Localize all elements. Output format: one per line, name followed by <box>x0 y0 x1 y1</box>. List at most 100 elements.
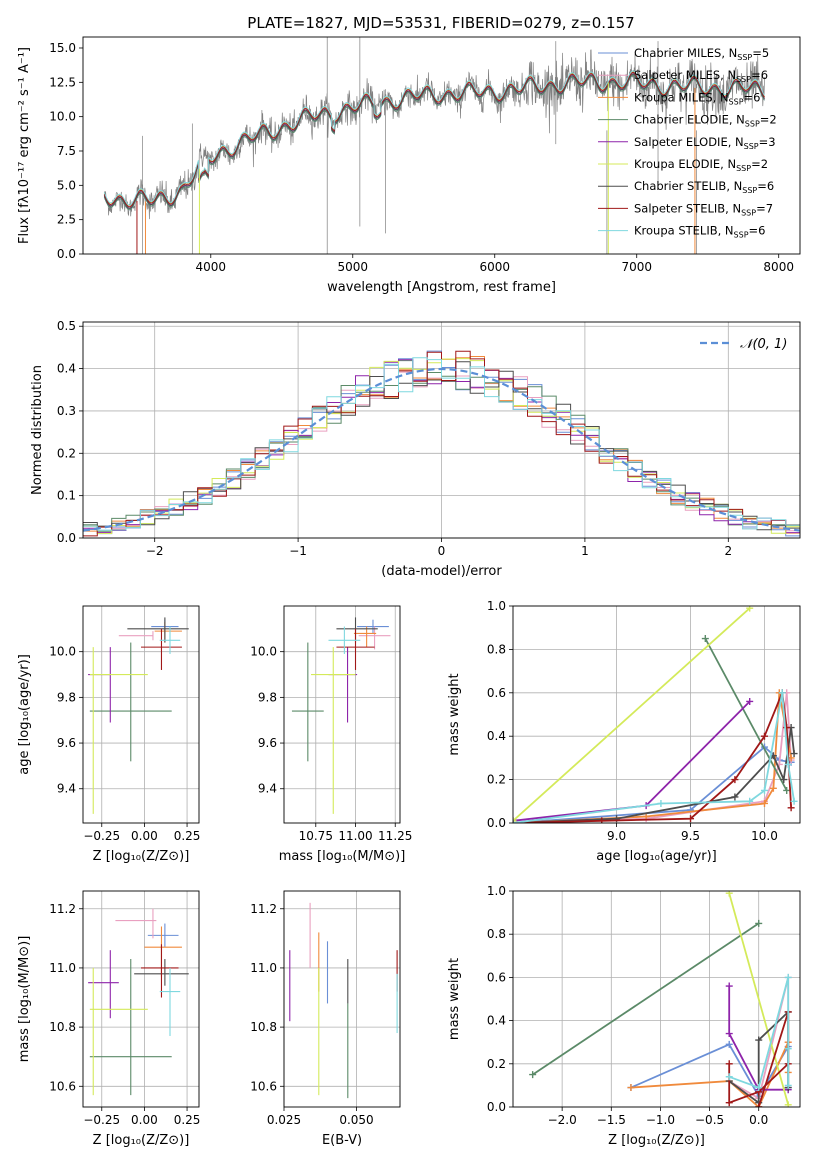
weight-marker-chabrier_elodie <box>529 1071 537 1079</box>
weight-marker-chabrier_stelib <box>755 1036 763 1044</box>
weight-marker-kroupa_miles <box>769 784 777 792</box>
x-tick-label: 9.5 <box>681 829 700 843</box>
spectrum-plot <box>103 37 765 254</box>
y-tick-label: 0.5 <box>57 319 76 333</box>
weight-marker-chabrier_elodie <box>755 919 763 927</box>
x-tick-label: 8000 <box>763 260 794 274</box>
weight_vs_age-axes: 9.0 9.5 10.0 0.0 0.2 0.4 0.6 0.8 1.0 age [log₁₀(a… <box>447 599 800 864</box>
weight-marker-kroupa_elodie <box>746 606 754 612</box>
x-tick-label: 7000 <box>621 260 652 274</box>
x-tick-label: 6000 <box>479 260 510 274</box>
y-axis-label: mass weight <box>447 673 462 755</box>
x-axis-label: mass [log₁₀(M/M⊙)] <box>279 849 406 864</box>
x-tick-label: −1.5 <box>597 1113 626 1127</box>
x-axis-label: Z [log₁₀(Z/Z⊙)] <box>93 849 190 864</box>
y-tick-label: 9.4 <box>258 782 277 796</box>
axes-frame <box>512 890 801 1108</box>
y-tick-label: 10.6 <box>49 1079 76 1093</box>
weight-marker-salpeter_stelib <box>725 1060 733 1068</box>
x-tick-label: 10.0 <box>751 829 778 843</box>
weight-marker-chabrier_elodie <box>783 786 791 794</box>
axes-frame <box>283 890 401 1108</box>
weight-marker-kroupa_elodie <box>513 817 517 823</box>
y-tick-label: 0.4 <box>57 362 76 376</box>
y-tick-label: 0.4 <box>487 1014 506 1028</box>
weight-marker-chabrier_elodie <box>701 635 709 643</box>
legend-label: Kroupa MILES, NSSP=6 <box>634 90 760 106</box>
y-tick-label: 10.0 <box>49 645 76 659</box>
axes-frame <box>512 605 801 824</box>
weight-line-kroupa_elodie <box>513 607 751 822</box>
x-tick-label: 0.00 <box>131 1113 158 1127</box>
x-tick-label: 4000 <box>196 260 227 274</box>
x-tick-label: −0.25 <box>83 1113 120 1127</box>
x-axis-label: age [log₁₀(age/yr)] <box>596 849 717 864</box>
x-tick-label: 11.25 <box>378 829 412 843</box>
spectrum-legend: Chabrier MILES, NSSP=5 Salpeter MILES, NS… <box>598 46 777 240</box>
weight-marker-kroupa_stelib <box>778 689 786 697</box>
spectrum-model-kroupa_stelib <box>103 70 765 206</box>
weight-line-salpeter_stelib <box>728 1011 790 1107</box>
x-tick-label: 9.0 <box>607 829 626 843</box>
y-tick-label: 0.0 <box>487 816 506 830</box>
legend-label: Salpeter ELODIE, NSSP=3 <box>634 135 776 151</box>
weight-marker-salpeter_stelib <box>687 815 695 823</box>
y-tick-label: 0.6 <box>487 970 506 984</box>
weight-marker-salpeter_elodie <box>725 1030 733 1038</box>
age_vs_z-plot <box>88 617 189 814</box>
y-tick-label: 0.0 <box>57 531 76 545</box>
y-tick-label: 10.8 <box>250 1020 277 1034</box>
y-tick-label: 1.0 <box>487 884 506 898</box>
spectrum-model-chabrier_stelib <box>103 73 765 209</box>
weight-marker-chabrier_miles <box>725 1040 733 1048</box>
legend-label: Chabrier ELODIE, NSSP=2 <box>634 113 777 129</box>
x-tick-label: 2 <box>724 544 732 558</box>
residuals-axes: −2 −1 0 1 2 0.0 0.1 0.2 0.3 0.4 0.5 (data-model)/er… <box>30 319 800 579</box>
weight-marker-salpeter_stelib <box>731 776 739 784</box>
y-tick-label: 10.8 <box>49 1020 76 1034</box>
y-tick-label: 11.0 <box>49 961 76 975</box>
x-tick-label: 0 <box>438 544 446 558</box>
spectrum-axes: 4000 5000 6000 7000 8000 0.0 2.5 5.0 7.5 10.0 12.5… <box>17 41 794 295</box>
x-tick-label: 1 <box>581 544 589 558</box>
age_vs_mass-axes: 10.75 11.00 11.25 9.4 9.6 9.8 10.0 mass [log₁₀(… <box>250 606 412 864</box>
weight-marker-kroupa_stelib <box>784 1081 792 1089</box>
y-tick-label: 7.5 <box>57 144 76 158</box>
mass_vs_z-axes: −0.25 0.00 0.25 10.6 10.8 11.0 11.2 Z [log₁₀(Z/… <box>17 891 200 1148</box>
x-axis-label: wavelength [Angstrom, rest frame] <box>327 280 556 295</box>
x-tick-label: 0.0 <box>749 1113 768 1127</box>
weight-marker-kroupa_stelib <box>760 786 768 794</box>
y-tick-label: 15.0 <box>49 41 76 55</box>
x-tick-label: −1 <box>289 544 307 558</box>
weight_vs_z-plot <box>529 891 792 1107</box>
y-tick-label: 0.3 <box>57 404 76 418</box>
y-tick-label: 2.5 <box>57 213 76 227</box>
spectrum-model-chabrier_elodie <box>103 75 765 211</box>
weight-marker-kroupa_stelib <box>784 973 792 981</box>
legend-label: Salpeter STELIB, NSSP=7 <box>634 201 773 217</box>
legend-label: Kroupa ELODIE, NSSP=2 <box>634 157 768 173</box>
y-tick-label: 0.0 <box>57 247 76 261</box>
x-tick-label: −2.0 <box>548 1113 577 1127</box>
weight-marker-salpeter_stelib <box>598 817 606 823</box>
x-tick-label: 0.025 <box>267 1113 301 1127</box>
x-tick-label: 0.050 <box>339 1113 373 1127</box>
y-tick-label: 9.8 <box>258 690 277 704</box>
axes-frame <box>283 605 401 824</box>
weight-marker-salpeter_stelib <box>755 1103 763 1107</box>
weight-line-salpeter_elodie <box>728 986 789 1091</box>
weight-marker-kroupa_stelib <box>657 799 665 807</box>
x-tick-label: −0.5 <box>695 1113 724 1127</box>
mass_vs_ebv-axes: 0.025 0.050 10.6 10.8 11.0 11.2 E(B-V) <box>250 891 400 1148</box>
x-axis-label: Z [log₁₀(Z/Z⊙)] <box>608 1133 705 1148</box>
x-tick-label: 10.75 <box>299 829 333 843</box>
y-tick-label: 10.0 <box>49 110 76 124</box>
x-axis-label: E(B-V) <box>322 1133 362 1148</box>
weight-marker-salpeter_stelib <box>760 732 768 740</box>
axes-frame <box>82 321 801 539</box>
weight-line-salpeter_stelib <box>513 689 792 823</box>
y-tick-label: 10.0 <box>250 645 277 659</box>
weight-marker-salpeter_elodie <box>725 982 733 990</box>
x-tick-label: −2 <box>146 544 164 558</box>
x-tick-label: 11.00 <box>338 829 372 843</box>
